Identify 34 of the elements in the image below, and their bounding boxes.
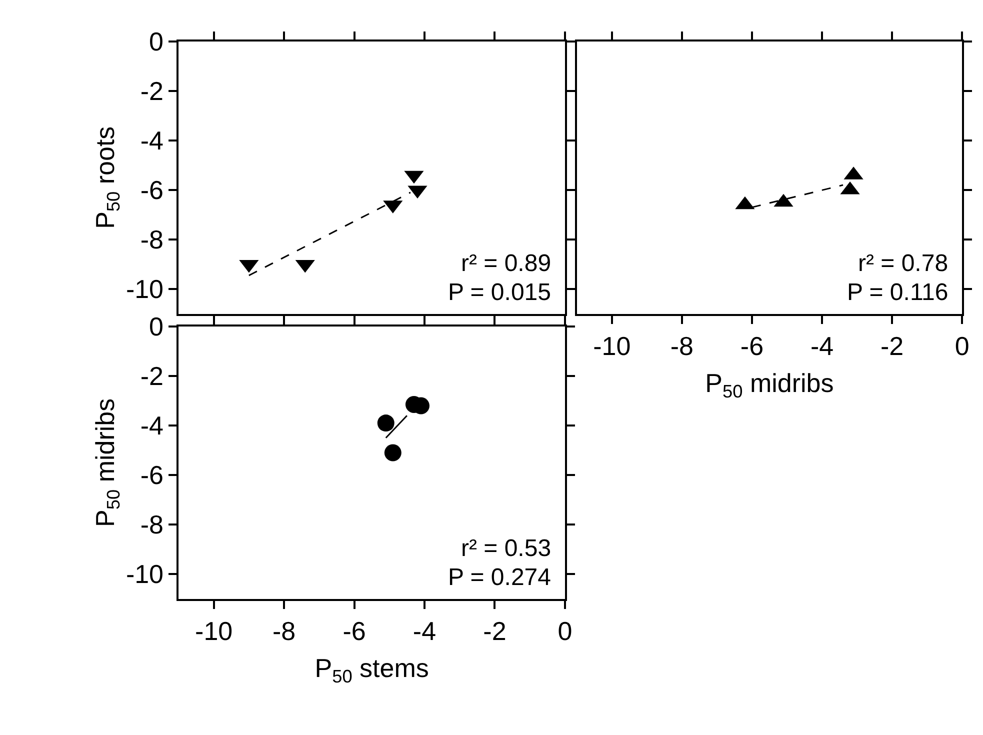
x-tick-label: -2 xyxy=(483,616,506,646)
annotation: P = 0.116 xyxy=(847,279,948,306)
y-tick-label: -6 xyxy=(140,460,164,490)
x-tick-label: -8 xyxy=(670,330,694,361)
y-tick-label: -8 xyxy=(140,224,164,255)
y-tick-label: 0 xyxy=(149,312,164,342)
y-tick-label: -2 xyxy=(140,76,164,106)
x-axis-title: P$_{50}$ stems xyxy=(314,653,429,687)
y-tick-label: -2 xyxy=(140,361,164,392)
x-tick-label: -8 xyxy=(272,616,296,646)
x-tick-label: -6 xyxy=(342,616,366,646)
annotation: r² = 0.78 xyxy=(858,250,948,277)
x-tick-label: -4 xyxy=(412,616,436,646)
point xyxy=(377,414,394,432)
x-tick-label: 0 xyxy=(558,616,572,646)
x-axis-title: P$_{50}$ midribs xyxy=(705,368,834,402)
y-tick-label: -10 xyxy=(126,559,164,590)
annotation: P = 0.274 xyxy=(448,564,551,591)
annotation: r² = 0.53 xyxy=(461,535,552,562)
x-tick-label: -10 xyxy=(593,330,631,361)
y-tick-label: -8 xyxy=(140,510,164,540)
x-tick-label: -4 xyxy=(810,330,834,361)
x-tick-label: -10 xyxy=(195,616,233,646)
x-tick-label: -6 xyxy=(740,330,764,361)
x-tick-label: -2 xyxy=(880,330,904,361)
y-tick-label: -10 xyxy=(126,274,164,304)
y-tick-label: -4 xyxy=(140,126,164,156)
x-tick-label: 0 xyxy=(954,330,970,361)
annotation: r² = 0.89 xyxy=(461,250,552,277)
point xyxy=(384,444,402,462)
y-tick-label: 0 xyxy=(149,26,164,57)
y-tick-label: -6 xyxy=(140,175,164,206)
y-tick-label: -4 xyxy=(140,410,164,441)
annotation: P = 0.015 xyxy=(448,279,551,306)
